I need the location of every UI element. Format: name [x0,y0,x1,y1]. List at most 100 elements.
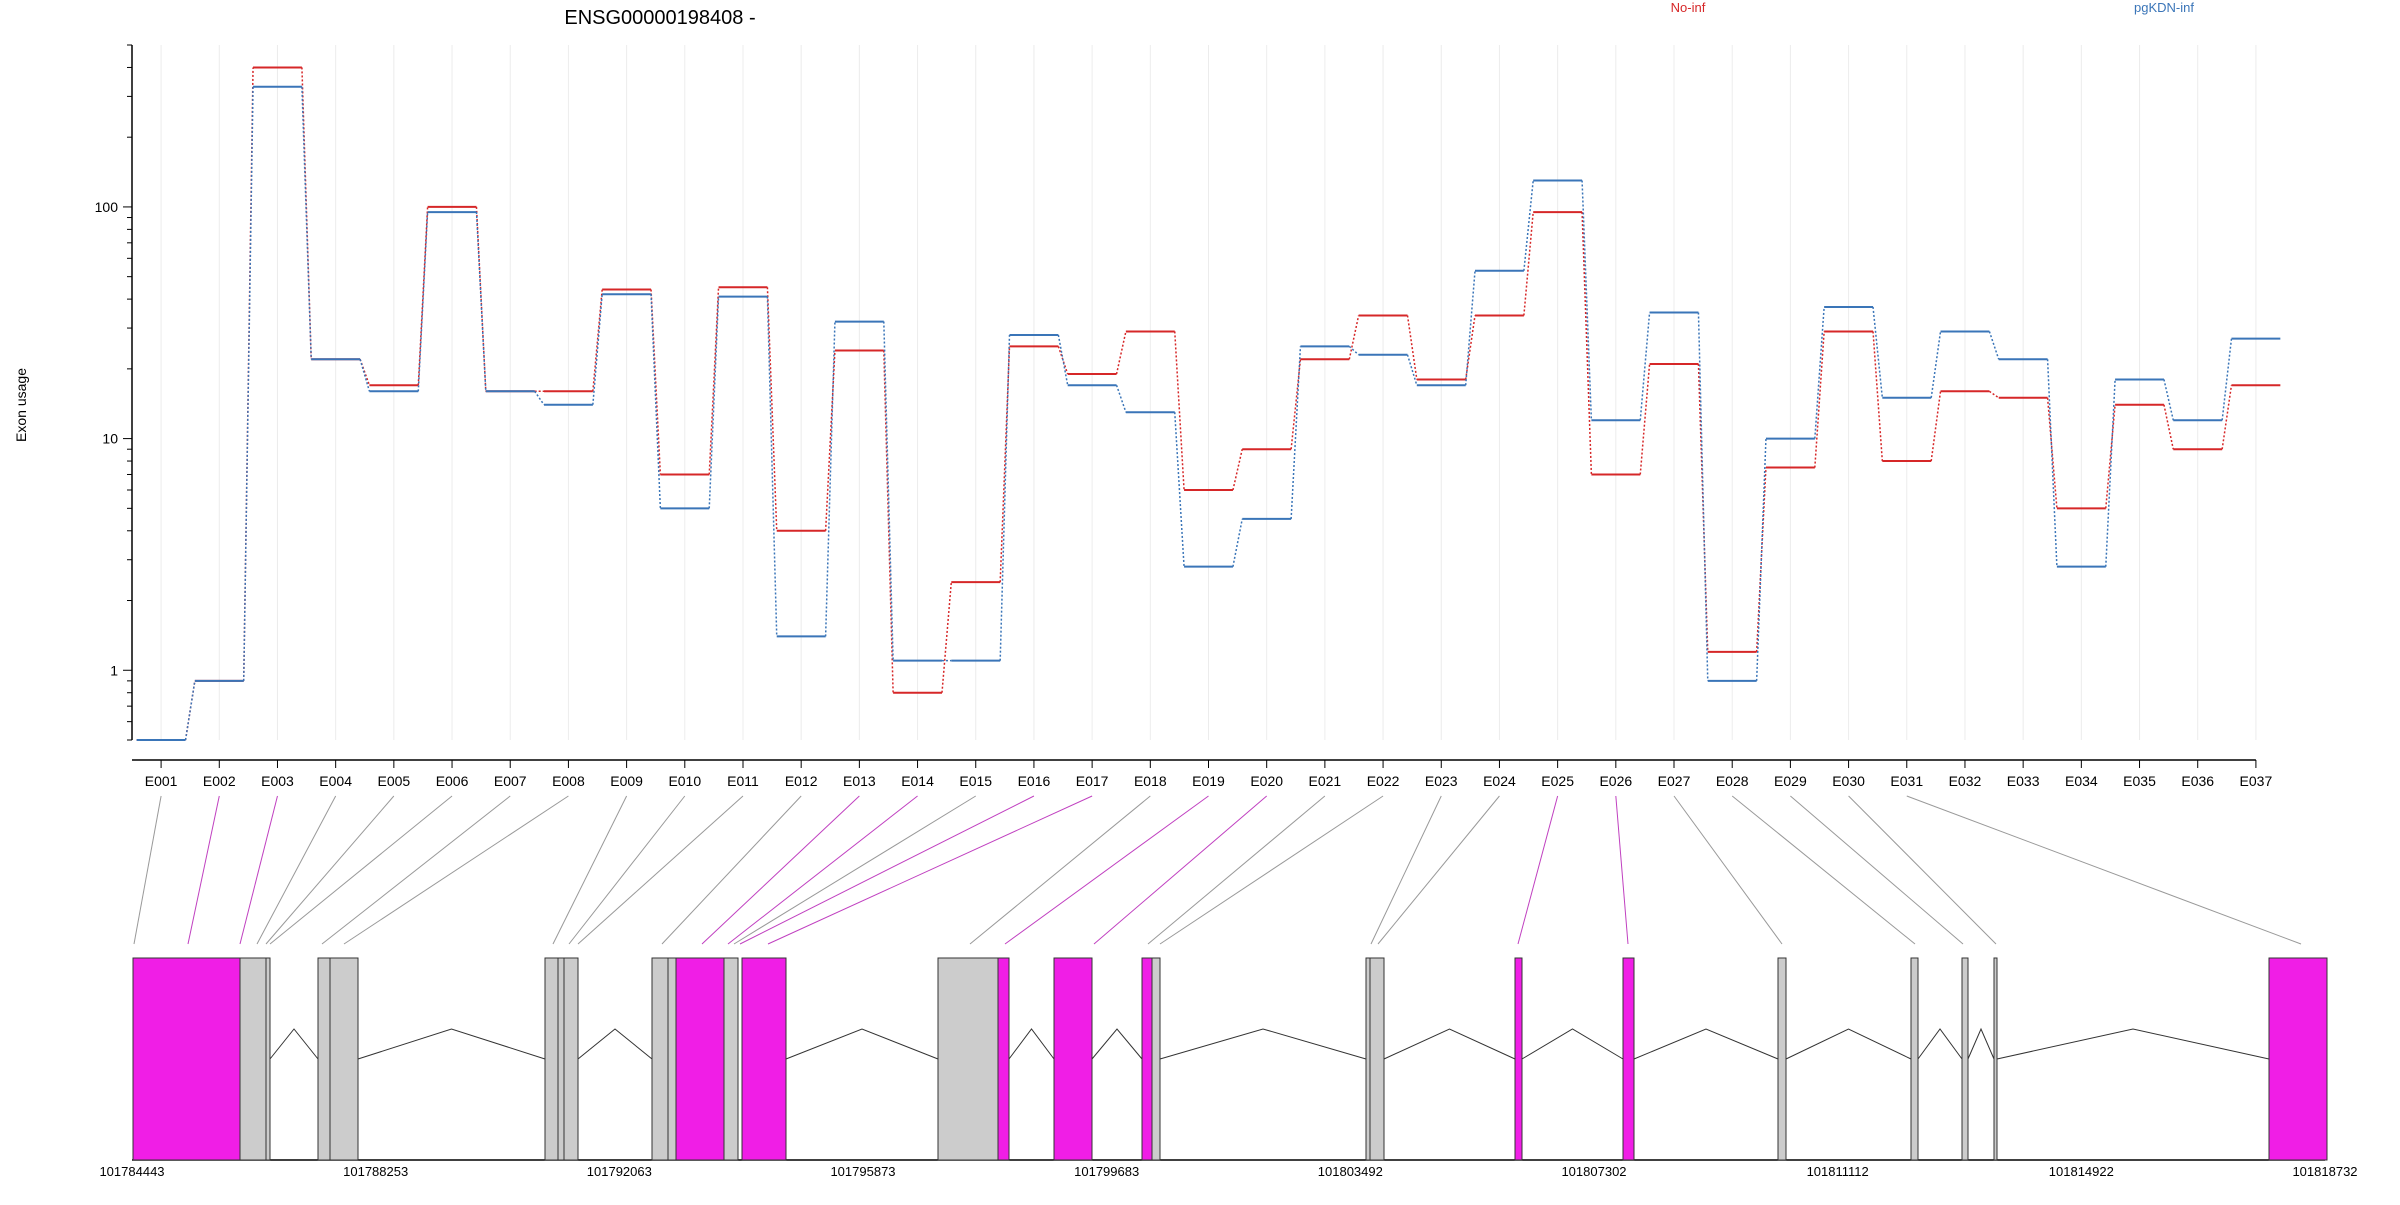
intron-line [1008,1028,1055,1060]
connector [359,359,371,392]
connector [592,294,603,405]
exon-block [723,957,739,1161]
x-tick-label-e012: E012 [785,773,818,789]
connector [650,294,662,509]
genomic-tick-label: 101799683 [1074,1164,1139,1179]
exon-link-e002 [187,795,220,945]
genomic-tick-label: 101803492 [1318,1164,1383,1179]
x-tick-label-e027: E027 [1658,773,1691,789]
connector [941,582,953,693]
connector [1057,346,1069,375]
connector [1697,363,1709,652]
x-tick-label-e005: E005 [377,773,410,789]
exon-link-e013 [701,795,860,945]
genomic-tick-label: 101795873 [830,1164,895,1179]
exon-link-e025 [1517,795,1559,945]
x-tick-label-e009: E009 [610,773,643,789]
x-tick-label-e037: E037 [2240,773,2273,789]
connector [2221,385,2233,450]
y-tick-label: 1 [110,662,118,678]
exon-link-e005 [265,795,395,945]
connector [708,287,720,475]
connector [1930,331,1942,398]
x-tick-label-e023: E023 [1425,773,1458,789]
exon-block [651,957,669,1161]
gene-model: 101784443 101788253 101792063 101795873 1017… [99,957,2358,1179]
connector [999,346,1011,583]
exon-block [1993,957,1998,1161]
x-tick-label-e030: E030 [1832,773,1865,789]
exon-block [239,957,267,1161]
connector [1814,331,1825,468]
exon-link-e024 [1377,795,1500,945]
connector [650,289,662,475]
connector [1988,331,2000,360]
exon-block-significant [132,957,241,1161]
x-tick-label-e025: E025 [1541,773,1574,789]
connector [999,334,1011,661]
intron-line [785,1028,939,1060]
intron-line [1917,1028,1963,1060]
exon-link-e020 [1093,795,1268,945]
exon-block [667,957,677,1161]
x-tick-label-e033: E033 [2007,773,2040,789]
connector [1872,331,1884,462]
intron-line [1967,1027,1995,1060]
exon-block [265,957,271,1161]
connector [301,86,312,360]
connector [1581,212,1593,475]
connector [1057,334,1069,386]
connector [1290,346,1302,519]
exon-link-e008 [343,795,569,945]
connector [242,86,254,681]
exon-block [563,957,579,1161]
connector [1232,518,1243,567]
exon-block-significant [1141,957,1153,1161]
x-tick-label-e001: E001 [145,773,178,789]
exon-link-e031 [1906,795,2302,945]
exon-link-e009 [552,795,628,945]
connector [2105,379,2116,567]
exon-block [1961,957,1969,1161]
exon-link-e011 [577,795,744,945]
x-tick-label-e003: E003 [261,773,294,789]
exon-block [937,957,999,1161]
connector [1115,384,1127,413]
x-tick-label-e024: E024 [1483,773,1516,789]
x-tick-label-e029: E029 [1774,773,1807,789]
connector [1697,312,1709,681]
x-tick-label-e006: E006 [436,773,469,789]
intron-line [1996,1028,2270,1060]
connector [417,212,429,392]
connector [1639,312,1651,421]
exon-link-e015 [733,795,977,945]
intron-line [1159,1028,1367,1060]
exon-block-significant [675,957,725,1161]
x-tick-label-e026: E026 [1599,773,1632,789]
x-tick-label-e032: E032 [1949,773,1982,789]
exon-block-significant [1053,957,1093,1161]
connector [475,212,487,392]
connector [2221,338,2233,421]
connector [883,350,894,693]
x-tick-label-e036: E036 [2181,773,2214,789]
connector [1406,315,1418,380]
connector [1174,412,1185,567]
exon-block [1365,957,1371,1161]
exon-link-e001 [133,795,162,945]
connector [417,206,429,386]
connector [1755,438,1767,681]
connector [1232,449,1243,491]
x-tick-label-e019: E019 [1192,773,1225,789]
x-tick-label-e018: E018 [1134,773,1167,789]
connector [2046,359,2058,567]
x-tick-label-e015: E015 [959,773,992,789]
exon-block [329,957,359,1161]
x-tick-label-e010: E010 [668,773,701,789]
x-tick-label-e028: E028 [1716,773,1749,789]
connector [766,287,778,531]
connector [1872,306,1884,398]
intron-line [577,1028,653,1060]
connector [1639,363,1651,475]
